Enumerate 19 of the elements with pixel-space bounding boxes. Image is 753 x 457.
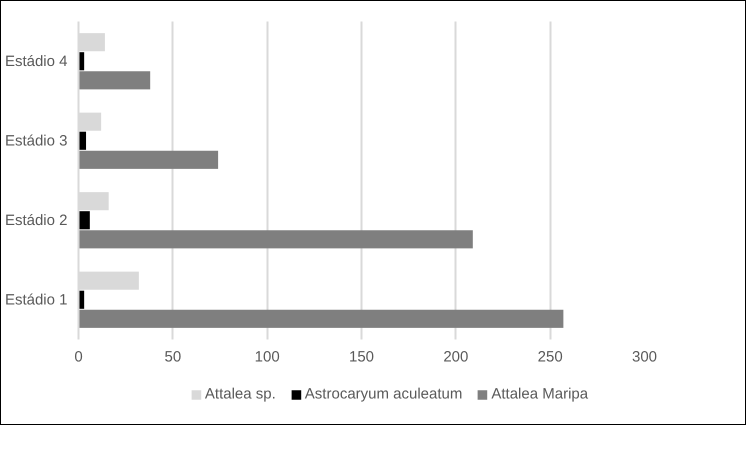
- x-tick-label: 300: [632, 348, 658, 366]
- y-tick-label: Estádio 1: [4, 291, 68, 308]
- x-tick-label: 0: [74, 348, 83, 366]
- x-tick-label: 200: [443, 348, 468, 366]
- x-tick-label: 250: [538, 348, 563, 366]
- legend-label: Attalea Maripa: [491, 386, 588, 402]
- y-tick-label: Estádio 3: [4, 132, 68, 150]
- legend-label: Attalea sp.: [204, 386, 276, 402]
- bar: [78, 71, 150, 90]
- bar: [78, 310, 564, 328]
- x-tick-label: 150: [348, 348, 374, 366]
- legend-label: Astrocaryum aculeatum: [304, 386, 462, 402]
- bar: [78, 150, 218, 169]
- x-tick-label: 50: [164, 348, 182, 366]
- bar: [78, 211, 90, 230]
- y-tick-label: Estádio 2: [4, 212, 68, 229]
- x-tick-label: 100: [254, 348, 280, 366]
- bar: [78, 230, 473, 248]
- y-tick-label: Estádio 4: [4, 52, 68, 70]
